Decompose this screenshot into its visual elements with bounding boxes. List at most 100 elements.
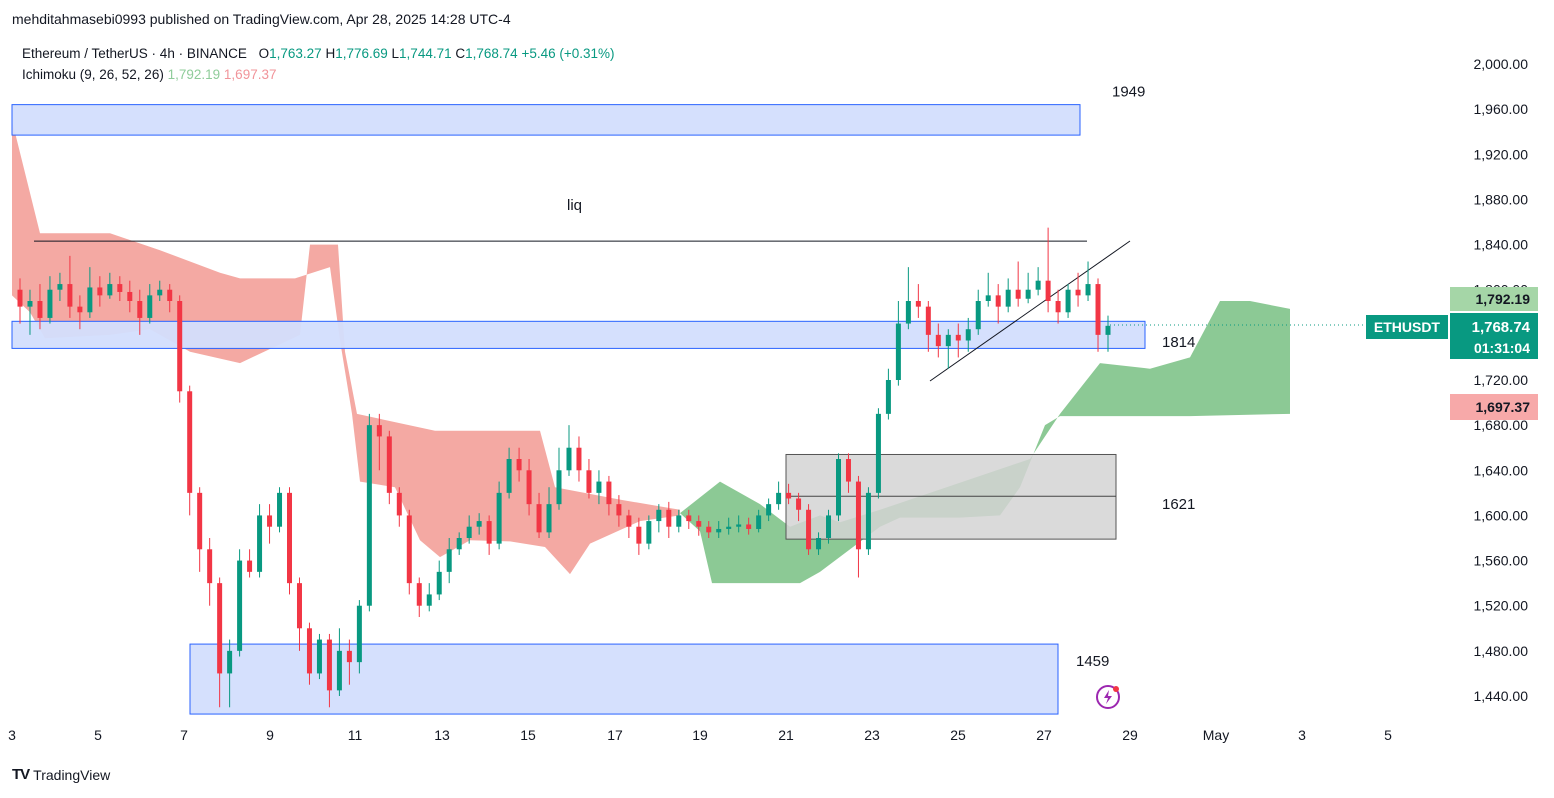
candle[interactable] [786,483,792,505]
candle[interactable] [646,515,652,550]
candle[interactable] [736,515,742,533]
candle[interactable] [47,276,53,324]
candle[interactable] [865,487,871,555]
candle[interactable] [247,549,253,578]
candle[interactable] [945,329,951,369]
candle[interactable] [985,272,991,307]
candle[interactable] [556,447,562,510]
candle[interactable] [57,272,63,301]
candle[interactable] [885,368,891,420]
candle[interactable] [346,639,352,685]
candle[interactable] [626,509,632,538]
zone-1621[interactable] [785,453,1117,540]
candle[interactable] [796,492,802,522]
candle[interactable] [756,509,762,533]
candle[interactable] [336,628,342,696]
candle[interactable] [546,487,552,538]
candle[interactable] [706,521,712,538]
candle[interactable] [366,413,372,612]
candle[interactable] [1075,272,1081,307]
lightning-icon[interactable] [1096,685,1120,709]
candle[interactable] [157,280,163,301]
candle[interactable] [486,515,492,555]
candle[interactable] [187,385,193,516]
candle[interactable] [77,295,83,330]
candle[interactable] [855,475,861,578]
candle[interactable] [67,255,73,318]
candle[interactable] [306,622,312,685]
candle[interactable] [1025,272,1031,304]
candle[interactable] [496,481,502,550]
candle[interactable] [326,633,332,708]
candle[interactable] [965,317,971,352]
candle[interactable] [925,301,931,352]
candle[interactable] [955,323,961,358]
candle[interactable] [746,517,752,535]
candle[interactable] [845,453,851,493]
candle[interactable] [406,509,412,595]
candle[interactable] [426,583,432,612]
candle[interactable] [1035,267,1041,296]
trend-line[interactable] [929,240,1131,382]
symbol-title[interactable]: Ethereum / TetherUS · 4h · BINANCE [22,46,247,61]
candle[interactable] [905,267,911,330]
candle[interactable] [636,517,642,555]
candle[interactable] [835,453,841,522]
price-chart[interactable]: 1949 1814 1459 1621 liq 2,000.00 1,960.00 1,9… [0,0,1554,760]
candle[interactable] [237,549,243,657]
candle[interactable] [875,408,881,499]
candle[interactable] [1055,289,1061,324]
candle[interactable] [197,487,203,572]
candle[interactable] [227,639,233,708]
candle[interactable] [1005,278,1011,313]
candle[interactable] [27,289,33,335]
candle[interactable] [87,267,93,318]
candle[interactable] [935,323,941,358]
candle[interactable] [1045,227,1051,313]
candle[interactable] [287,487,293,595]
candle[interactable] [466,515,472,544]
candle[interactable] [217,577,223,708]
zone-1949[interactable] [11,104,1081,136]
candle[interactable] [476,513,482,535]
candle[interactable] [1015,261,1021,307]
candle[interactable] [117,276,123,301]
candle[interactable] [446,538,452,584]
candle[interactable] [656,504,662,533]
footer-brand[interactable]: TV TradingView [12,766,110,783]
candle[interactable] [356,600,362,674]
candle[interactable] [1085,261,1091,302]
candle[interactable] [296,577,302,651]
candle[interactable] [806,504,812,555]
candle[interactable] [207,538,213,606]
candle[interactable] [147,284,153,324]
candle[interactable] [97,276,103,307]
candle[interactable] [17,278,23,324]
candle[interactable] [37,284,43,330]
zone-1459[interactable] [189,643,1059,715]
candle[interactable] [596,470,602,505]
candle[interactable] [376,413,382,471]
candle[interactable] [536,492,542,538]
candle[interactable] [666,501,672,538]
candle[interactable] [766,498,772,522]
candle[interactable] [506,447,512,499]
candle[interactable] [915,284,921,318]
candle[interactable] [396,487,402,527]
candle[interactable] [416,577,422,618]
candle[interactable] [826,509,832,544]
candle[interactable] [716,521,722,538]
candle[interactable] [616,495,622,527]
candle[interactable] [895,301,901,386]
candle[interactable] [127,280,133,313]
candle[interactable] [386,430,392,505]
candle[interactable] [107,272,113,299]
candle[interactable] [686,509,692,529]
candle[interactable] [696,515,702,536]
candle[interactable] [137,289,143,335]
candle[interactable] [576,436,582,482]
candle[interactable] [995,284,1001,324]
candle[interactable] [516,447,522,482]
candle[interactable] [267,504,273,544]
candle[interactable] [167,284,173,313]
